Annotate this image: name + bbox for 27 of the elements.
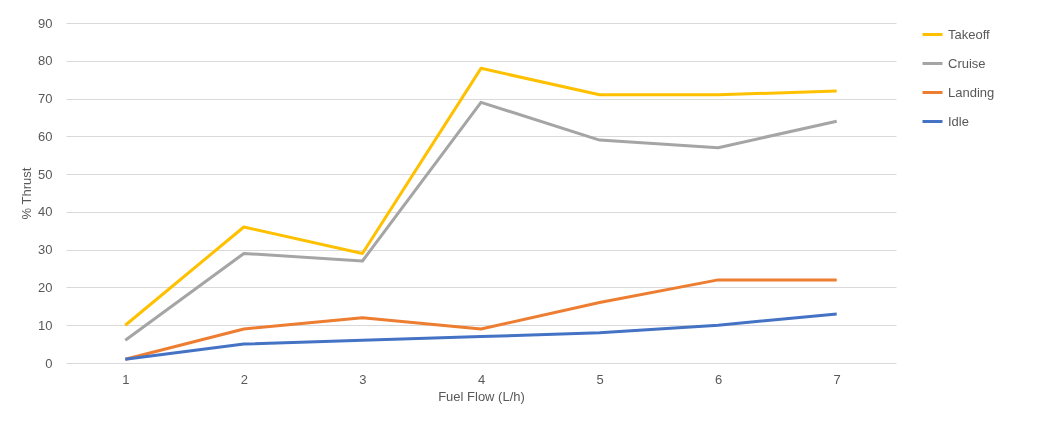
x-tick-label: 5 <box>596 371 604 387</box>
x-axis-title: Fuel Flow (L/h) <box>438 388 525 404</box>
x-tick-label: 3 <box>359 371 367 387</box>
x-tick-label: 1 <box>122 371 130 387</box>
y-axis-title: % Thrust <box>19 167 35 220</box>
legend-label: Landing <box>948 84 995 100</box>
y-tick-label: 50 <box>38 166 53 182</box>
y-tick-label: 40 <box>38 204 53 220</box>
y-tick-label: 0 <box>45 355 53 371</box>
legend-label: Idle <box>948 113 969 129</box>
y-tick-label: 20 <box>38 279 53 295</box>
line-series <box>123 66 839 327</box>
y-tick-label: 70 <box>38 91 53 107</box>
x-tick-label: 4 <box>477 371 486 387</box>
y-tick-label: 80 <box>38 53 53 69</box>
y-tick-label: 60 <box>38 128 53 144</box>
line-series <box>123 100 839 342</box>
y-tick-label: 90 <box>38 15 53 31</box>
legend-label: Cruise <box>948 55 986 71</box>
legend-label: Takeoff <box>948 26 991 42</box>
x-tick-label: 7 <box>833 371 841 387</box>
line-series <box>123 312 839 361</box>
y-tick-label: 30 <box>38 242 53 258</box>
x-tick-label: 2 <box>240 371 248 387</box>
line-series <box>123 278 839 361</box>
y-tick-label: 10 <box>38 317 53 333</box>
x-tick-label: 6 <box>715 371 723 387</box>
